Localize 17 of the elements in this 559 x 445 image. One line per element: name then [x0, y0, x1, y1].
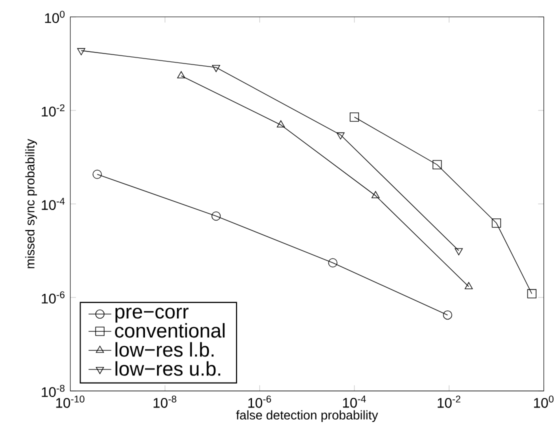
y-tick-label: 10$^{-8}$	[42, 385, 65, 398]
y-tick-label: 10$^{-6}$	[42, 291, 65, 304]
x-tick-label: 10$^{-8}$	[154, 396, 176, 408]
x-tick-label: 10$^{0}$	[534, 396, 554, 408]
x-tick-label: 10$^{-10}$	[56, 396, 84, 408]
legend-label: low−res u.b.	[116, 361, 220, 376]
x-tick-label: 10$^{-6}$	[248, 396, 272, 408]
x-tick-label: 10$^{-2}$	[438, 396, 460, 408]
x-tick-label: 10$^{-4}$	[343, 396, 366, 408]
legend-label: low−res l.b.	[116, 342, 214, 357]
legend-label: conventional	[115, 323, 225, 338]
y-axis-title: missed sync probability	[25, 139, 37, 268]
x-axis-title: false detection probability	[236, 410, 378, 422]
legend-label: pre−corr	[116, 308, 188, 323]
y-tick-label: 10$^{-4}$	[42, 198, 65, 210]
y-tick-label: 10$^{-2}$	[42, 104, 64, 117]
y-tick-label: 10$^{0}$	[45, 10, 65, 24]
